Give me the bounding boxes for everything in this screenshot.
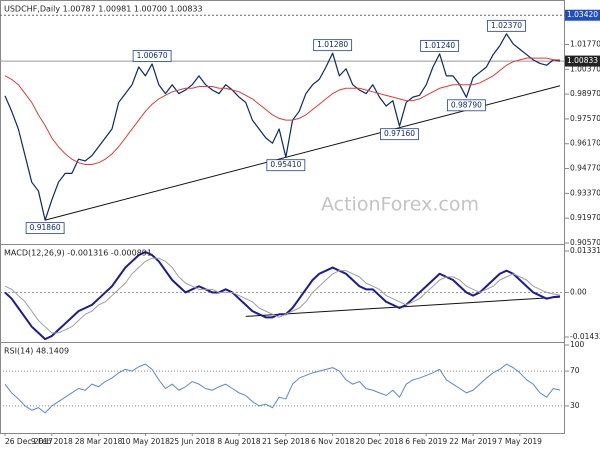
y-tick-label: 0.00 xyxy=(570,287,587,296)
annotation-label: 0.95410 xyxy=(270,160,301,169)
series-line xyxy=(4,363,561,414)
x-tick-label: 6 Nov 2018 xyxy=(311,437,354,446)
panel-title: USDCHF,Daily 1.00787 1.00981 1.00700 1.0… xyxy=(4,5,203,14)
series-line xyxy=(4,250,561,341)
annotation-box xyxy=(446,99,486,112)
y-tick-label: 1.00370 xyxy=(570,64,600,73)
annotation-box xyxy=(25,222,65,235)
x-tick-label: 10 May 2018 xyxy=(121,437,170,446)
series-line xyxy=(4,57,560,165)
x-tick-label: 26 Dec 2017 xyxy=(5,437,53,446)
y-tick-label: 70 xyxy=(570,366,580,375)
x-tick-label: 22 Mar 2019 xyxy=(449,437,497,446)
y-tick-label: 0.94770 xyxy=(570,164,600,173)
panel-title: RSI(14) 48.1409 xyxy=(4,347,69,356)
x-tick-label: 6 Feb 2019 xyxy=(405,437,447,446)
y-tick-label: 100 xyxy=(570,340,585,349)
x-tick-label: 21 Sep 2018 xyxy=(262,437,310,446)
y-tick-label: 0.98970 xyxy=(570,89,600,98)
annotation-box xyxy=(420,39,460,52)
x-tick-label: 7 May 2019 xyxy=(498,437,542,446)
y-tick-label: -0.014323 xyxy=(570,332,600,341)
y-tick-label: 0.91970 xyxy=(570,213,600,222)
annotation-label: 1.01280 xyxy=(317,40,348,49)
plot-frame xyxy=(0,0,565,434)
y-tick-label: 0.93370 xyxy=(570,188,600,197)
x-tick-label: 9 Feb 2018 xyxy=(31,437,73,446)
watermark: ActionForex.com xyxy=(321,194,479,216)
annotation-label: 0.91860 xyxy=(30,223,61,232)
price-level-label: 1.00833 xyxy=(567,56,598,65)
annotation-label: 1.00670 xyxy=(137,51,168,60)
x-tick-label: 20 Dec 2018 xyxy=(355,437,403,446)
annotation-label: 1.02370 xyxy=(491,21,522,30)
panel-title: MACD(12,26,9) -0.001316 -0.000891 xyxy=(4,249,152,258)
y-tick-label: 0.90570 xyxy=(570,238,600,247)
price-level-box xyxy=(565,55,600,67)
series-line xyxy=(4,33,561,221)
price-level-label: 1.03420 xyxy=(567,10,598,19)
annotation-box xyxy=(266,159,306,172)
y-tick-label: 0.96170 xyxy=(570,139,600,148)
annotation-box xyxy=(380,128,419,141)
series-line xyxy=(4,257,561,334)
y-tick-label: 1.01770 xyxy=(570,39,600,48)
annotation-box xyxy=(313,39,353,52)
annotation-label: 0.97160 xyxy=(384,129,415,138)
x-tick-label: 28 Mar 2018 xyxy=(75,437,123,446)
y-tick-label: 0.013319 xyxy=(570,246,600,255)
annotation-box xyxy=(487,19,526,32)
annotation-label: 0.98790 xyxy=(451,100,482,109)
annotation-label: 1.01240 xyxy=(424,41,455,50)
y-tick-label: 0.97570 xyxy=(570,114,600,123)
price-level-box xyxy=(565,9,600,21)
x-tick-label: 25 Jun 2018 xyxy=(170,437,215,446)
annotation-box xyxy=(132,50,172,62)
y-tick-label: 30 xyxy=(570,401,580,410)
x-tick-label: 8 Aug 2018 xyxy=(217,437,260,446)
